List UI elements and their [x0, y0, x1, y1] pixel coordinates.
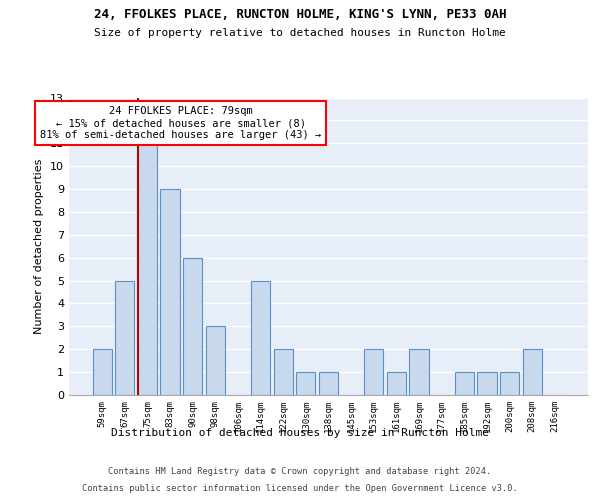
Y-axis label: Number of detached properties: Number of detached properties [34, 158, 44, 334]
Bar [409, 349, 428, 395]
Bar [115, 280, 134, 395]
Bar [477, 372, 497, 395]
Bar [500, 372, 519, 395]
Bar [455, 372, 474, 395]
Bar [251, 280, 270, 395]
Bar [183, 258, 202, 395]
Text: 24, FFOLKES PLACE, RUNCTON HOLME, KING'S LYNN, PE33 0AH: 24, FFOLKES PLACE, RUNCTON HOLME, KING'S… [94, 8, 506, 20]
Bar [160, 189, 180, 395]
Bar [274, 349, 293, 395]
Bar [206, 326, 225, 395]
Text: Distribution of detached houses by size in Runcton Holme: Distribution of detached houses by size … [111, 428, 489, 438]
Bar [523, 349, 542, 395]
Bar [319, 372, 338, 395]
Text: Contains HM Land Registry data © Crown copyright and database right 2024.: Contains HM Land Registry data © Crown c… [109, 468, 491, 476]
Text: Contains public sector information licensed under the Open Government Licence v3: Contains public sector information licen… [82, 484, 518, 493]
Bar [138, 120, 157, 395]
Bar [92, 349, 112, 395]
Bar [364, 349, 383, 395]
Text: 24 FFOLKES PLACE: 79sqm
← 15% of detached houses are smaller (8)
81% of semi-det: 24 FFOLKES PLACE: 79sqm ← 15% of detache… [40, 106, 321, 140]
Text: Size of property relative to detached houses in Runcton Holme: Size of property relative to detached ho… [94, 28, 506, 38]
Bar [387, 372, 406, 395]
Bar [296, 372, 316, 395]
